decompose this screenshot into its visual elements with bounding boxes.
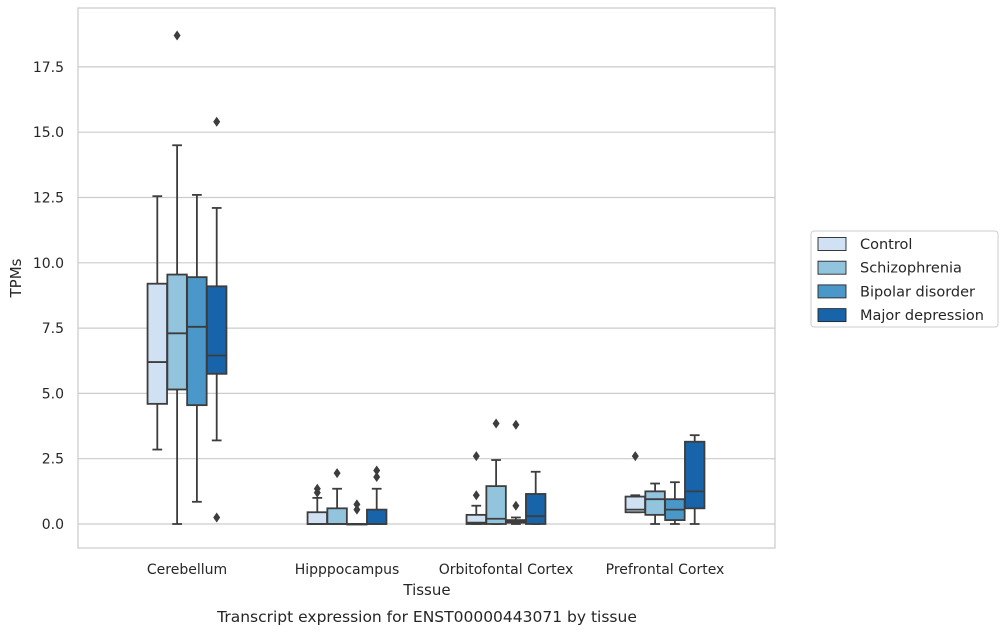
y-tick-label: 17.5 (33, 60, 64, 76)
outlier-point (213, 116, 221, 127)
y-tick-label: 2.5 (42, 452, 64, 468)
box-body (146, 282, 168, 405)
box-3-1 (644, 482, 666, 525)
legend-label: Bipolar disorder (860, 284, 975, 300)
box-2-2 (505, 419, 527, 525)
box-body (306, 511, 328, 525)
box-body (525, 493, 547, 525)
outlier-point (472, 490, 480, 501)
box-body (186, 276, 208, 407)
box-body (166, 273, 188, 391)
box-0-2 (186, 193, 208, 503)
box-1-3 (366, 465, 388, 525)
boxes (146, 30, 706, 526)
legend-label: Major depression (860, 308, 984, 324)
legend-frame (810, 230, 999, 328)
legend: Control Schizophrenia Bipolar disorder Majo… (810, 230, 999, 328)
outlier-point (373, 471, 381, 482)
plot-area-frame (77, 7, 776, 549)
outlier-point (492, 418, 500, 429)
legend-swatch (817, 284, 847, 299)
outlier-point (631, 451, 639, 462)
outlier-point (173, 30, 181, 41)
x-tick-label: Cerebellum (147, 562, 227, 578)
y-axis-ticks: 0.0 2.5 5.0 7.5 10.0 12.5 15.0 17.5 (33, 60, 64, 533)
x-axis-title: Tissue (402, 581, 450, 599)
box-2-3 (525, 470, 547, 525)
box-1-2 (346, 499, 368, 526)
box-body (644, 490, 666, 516)
outlier-point (213, 512, 221, 523)
y-tick-label: 10.0 (33, 256, 64, 272)
y-axis-title: TPMs (7, 258, 25, 298)
box-0-1 (166, 30, 188, 525)
outlier-point (353, 499, 361, 510)
outlier-point (512, 500, 520, 511)
legend-label: Schizophrenia (860, 261, 962, 277)
box-body (366, 508, 388, 525)
legend-label: Control (860, 237, 912, 253)
box-3-2 (664, 481, 686, 525)
x-tick-label: Hipppocampus (295, 562, 400, 578)
outlier-point (512, 419, 520, 430)
box-0-3 (206, 116, 228, 523)
box-body (684, 440, 706, 510)
outlier-point (373, 465, 381, 476)
box-3-0 (624, 451, 646, 514)
outlier-point (313, 483, 321, 494)
box-1-0 (306, 483, 328, 525)
figure-caption: Transcript expression for ENST0000044307… (216, 608, 637, 626)
x-tick-label: Orbitofontal Cortex (439, 562, 574, 578)
y-tick-label: 7.5 (42, 321, 64, 337)
box-body (206, 285, 228, 375)
legend-swatch (817, 308, 847, 323)
x-tick-label: Prefrontal Cortex (606, 562, 725, 578)
outlier-point (333, 468, 341, 479)
outlier-point (353, 504, 361, 515)
box-2-0 (465, 451, 487, 525)
box-2-1 (485, 418, 507, 525)
y-tick-label: 15.0 (33, 125, 64, 141)
box-body (485, 485, 507, 525)
box-0-0 (146, 195, 168, 451)
legend-swatch (817, 260, 847, 275)
x-axis-ticks: Cerebellum Hipppocampus Orbitofontal Corte… (147, 562, 724, 578)
box-3-3 (684, 434, 706, 525)
box-1-1 (326, 468, 348, 525)
y-tick-label: 12.5 (33, 191, 64, 207)
box-body (326, 507, 348, 525)
legend-swatch (817, 237, 847, 251)
y-tick-label: 0.0 (42, 517, 64, 533)
outlier-point (472, 451, 480, 462)
y-tick-label: 5.0 (42, 386, 64, 402)
